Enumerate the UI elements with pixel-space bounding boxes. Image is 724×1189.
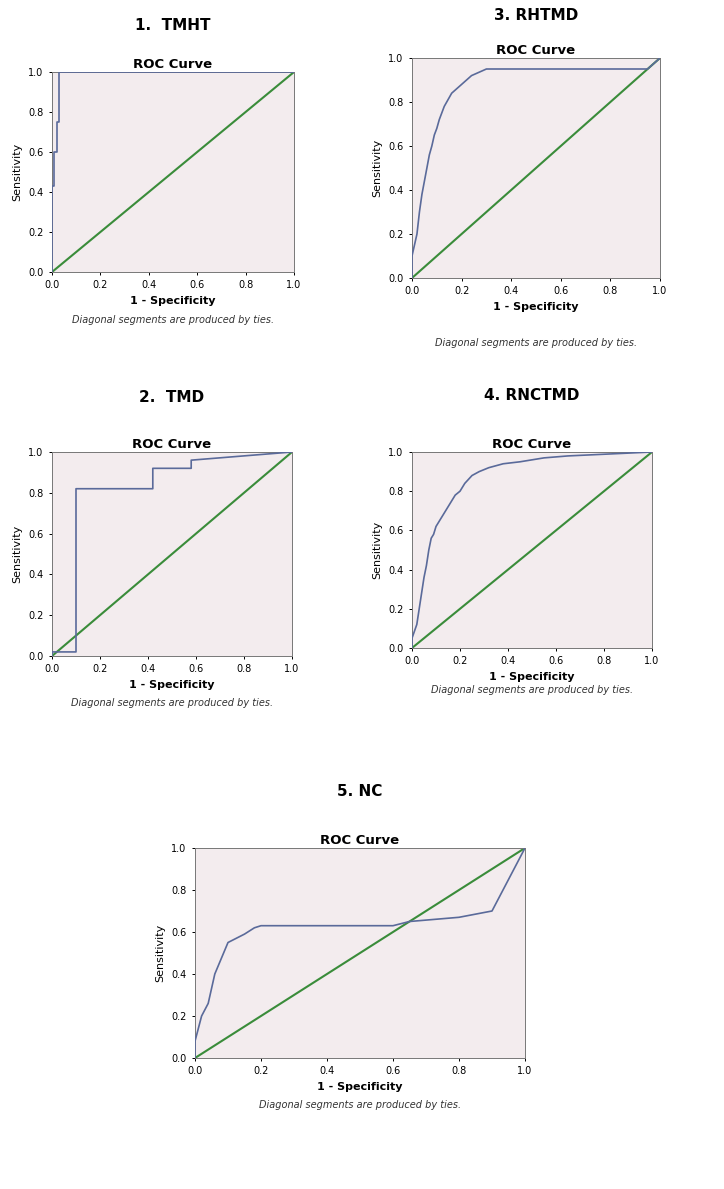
X-axis label: 1 - Specificity: 1 - Specificity: [130, 680, 215, 690]
Text: Diagonal segments are produced by ties.: Diagonal segments are produced by ties.: [72, 315, 274, 325]
Y-axis label: Sensitivity: Sensitivity: [373, 521, 383, 579]
Text: Diagonal segments are produced by ties.: Diagonal segments are produced by ties.: [435, 338, 637, 348]
Title: ROC Curve: ROC Curve: [492, 438, 571, 451]
Text: Diagonal segments are produced by ties.: Diagonal segments are produced by ties.: [71, 698, 273, 707]
Y-axis label: Sensitivity: Sensitivity: [156, 924, 166, 982]
Title: ROC Curve: ROC Curve: [497, 44, 576, 57]
Text: Diagonal segments are produced by ties.: Diagonal segments are produced by ties.: [431, 685, 633, 696]
Text: 2.  TMD: 2. TMD: [140, 390, 205, 405]
Text: 4. RNCTMD: 4. RNCTMD: [484, 388, 580, 403]
Title: ROC Curve: ROC Curve: [321, 833, 400, 847]
Y-axis label: Sensitivity: Sensitivity: [13, 524, 22, 583]
Text: 1.  TMHT: 1. TMHT: [135, 18, 211, 33]
X-axis label: 1 - Specificity: 1 - Specificity: [130, 296, 216, 306]
Text: 5. NC: 5. NC: [337, 784, 383, 799]
Y-axis label: Sensitivity: Sensitivity: [373, 139, 383, 197]
Text: 3. RHTMD: 3. RHTMD: [494, 8, 578, 23]
X-axis label: 1 - Specificity: 1 - Specificity: [493, 302, 578, 312]
X-axis label: 1 - Specificity: 1 - Specificity: [489, 672, 575, 681]
Title: ROC Curve: ROC Curve: [132, 438, 211, 451]
Text: Diagonal segments are produced by ties.: Diagonal segments are produced by ties.: [259, 1100, 461, 1111]
X-axis label: 1 - Specificity: 1 - Specificity: [317, 1082, 403, 1092]
Y-axis label: Sensitivity: Sensitivity: [13, 143, 22, 201]
Title: ROC Curve: ROC Curve: [133, 58, 213, 71]
